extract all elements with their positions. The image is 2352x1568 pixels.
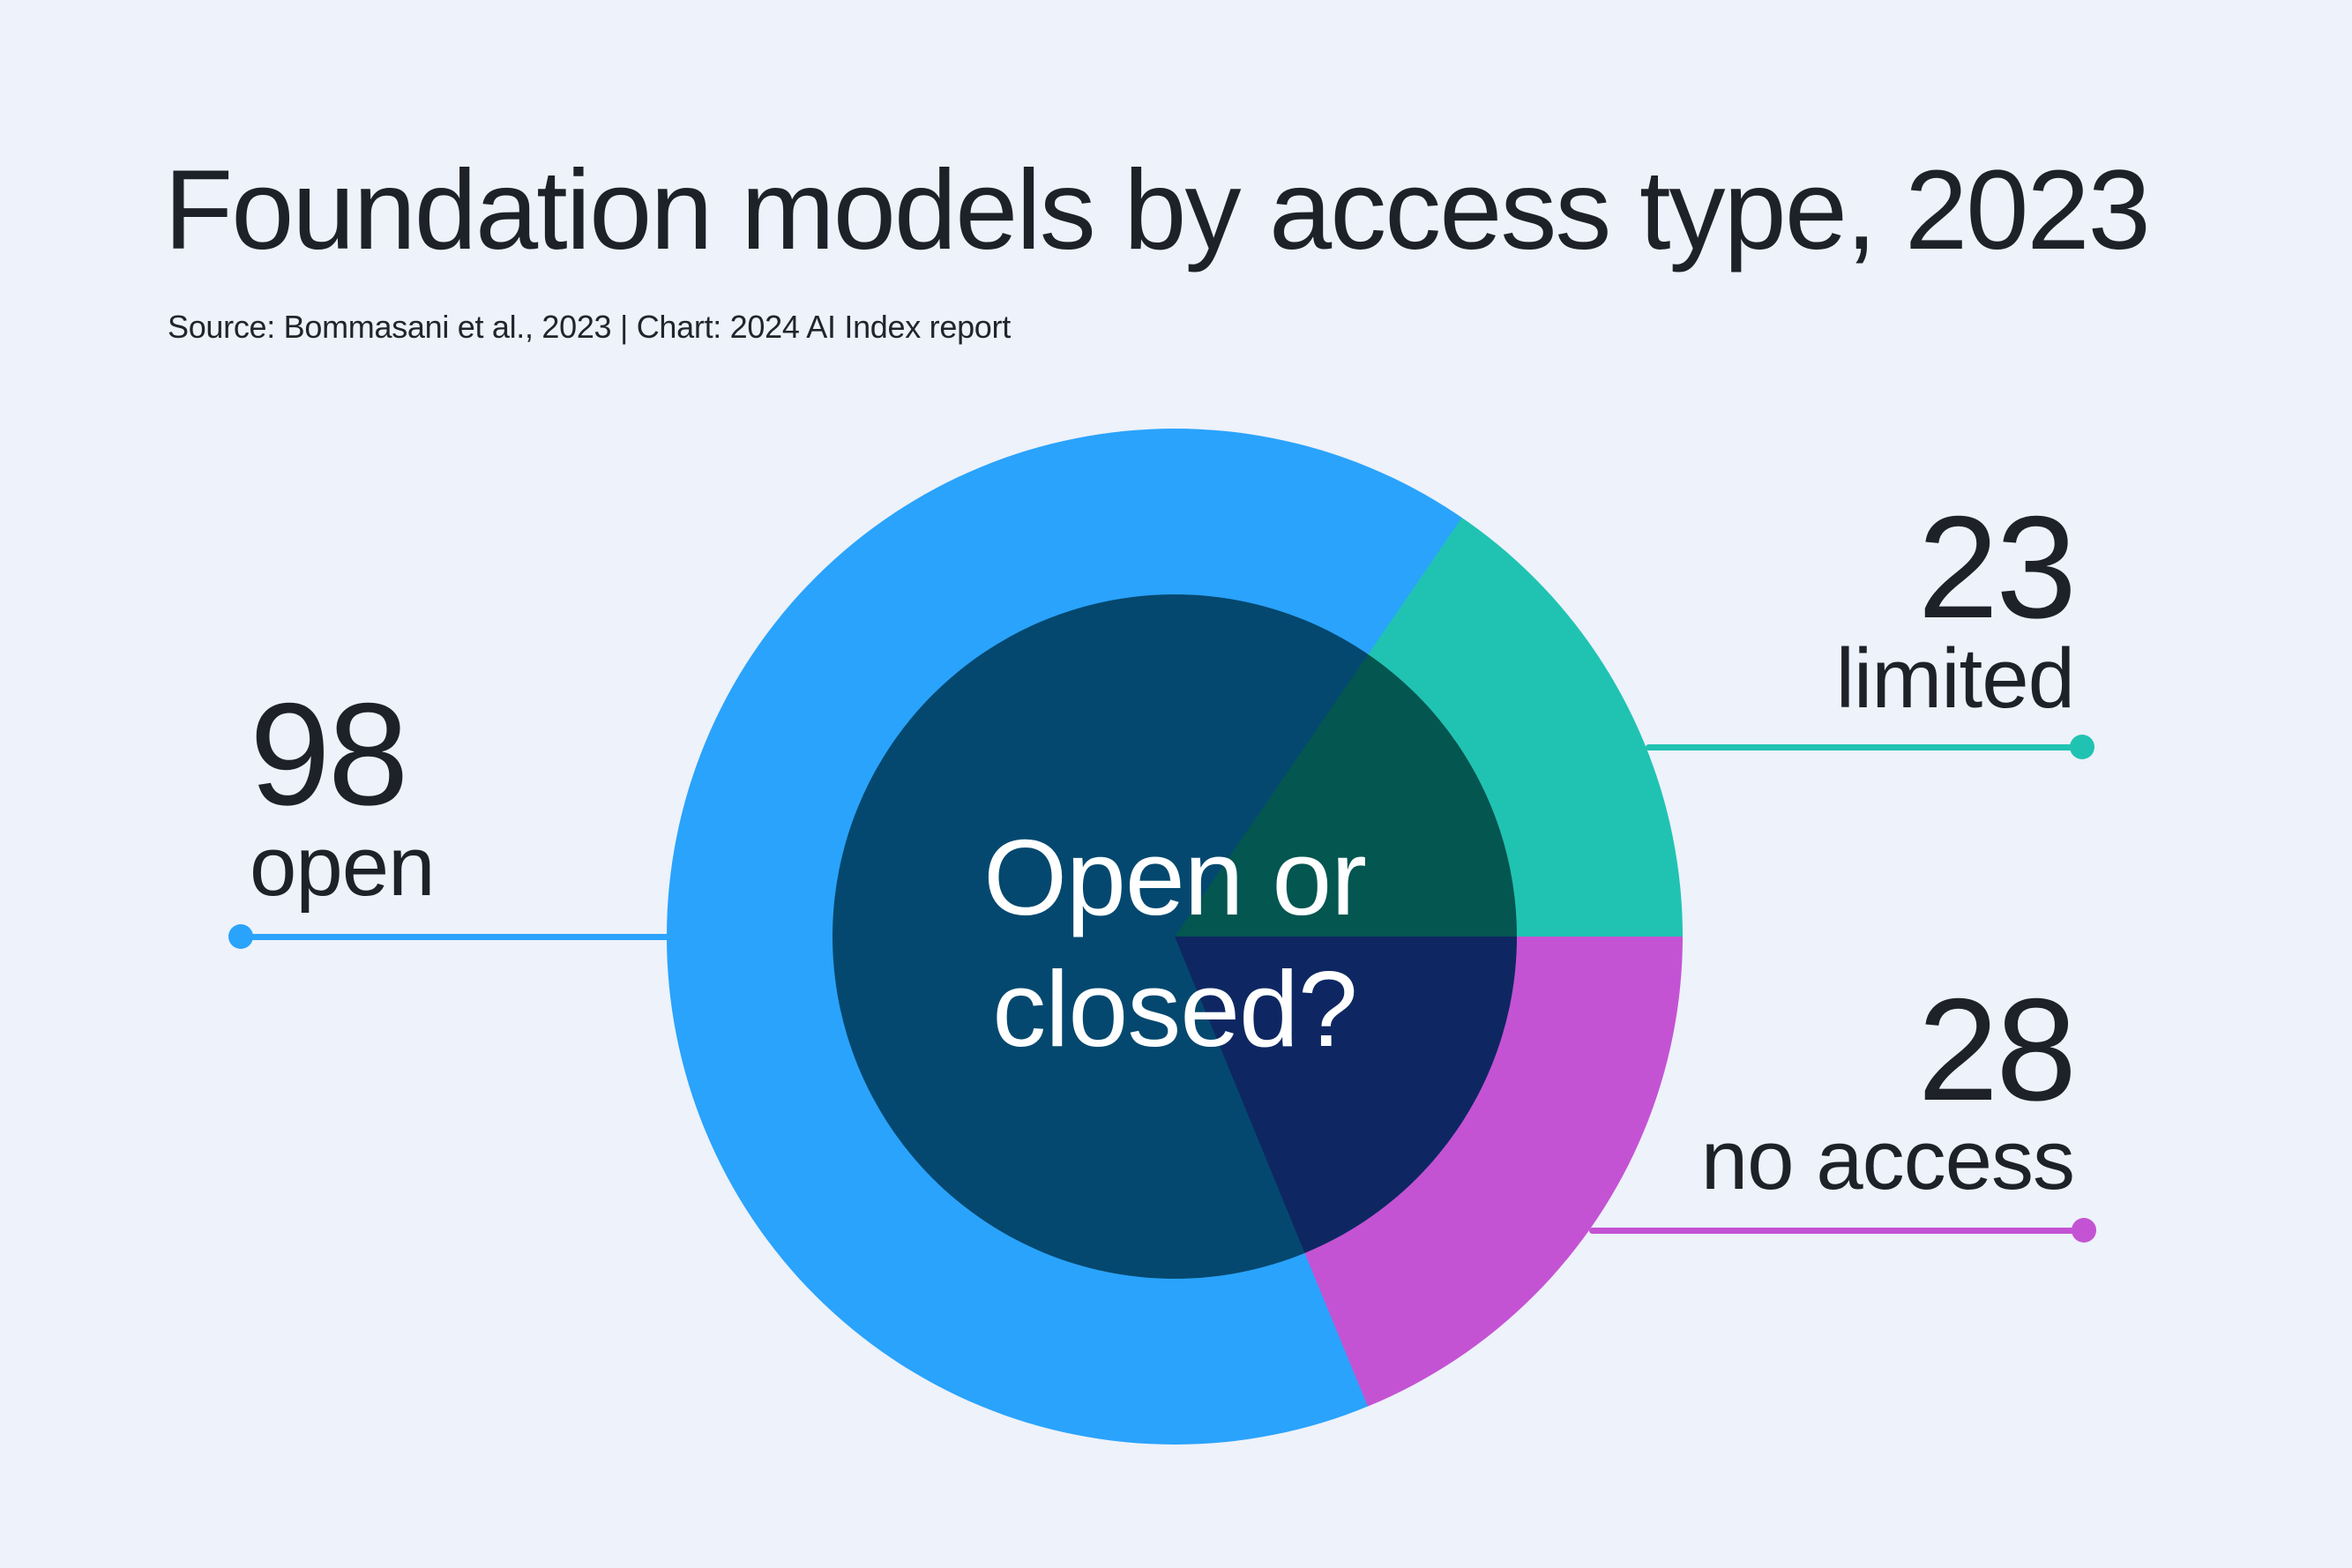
callout-no-access-leader-line [1589,1228,2084,1234]
callout-no-access-value: 28 [1917,968,2077,1131]
callout-limited-leader-line [1646,744,2082,750]
callout-no-access-leader-dot [2072,1218,2096,1243]
callout-open-value: 98 [250,673,409,835]
center-label-line1: Open or [983,818,1367,938]
callout-open-label: open [250,819,436,914]
callout-open-leader-line [241,934,670,940]
page-title: Foundation models by access type, 2023 [164,147,2151,273]
source-caption: Source: Bommasani et al., 2023 | Chart: … [168,309,1011,345]
callout-limited-value: 23 [1917,486,2077,648]
callout-no-access-label: no access [1700,1113,2075,1207]
donut-center-disc [833,594,1517,1279]
donut-chart: Open or closed? [667,429,1683,1445]
center-label-line2: closed? [992,949,1358,1069]
donut-center-label: Open or closed? [667,436,1683,1452]
callout-limited-leader-dot [2070,735,2094,759]
callout-limited-label: limited [1835,631,2075,726]
callout-open-leader-dot [228,924,253,949]
